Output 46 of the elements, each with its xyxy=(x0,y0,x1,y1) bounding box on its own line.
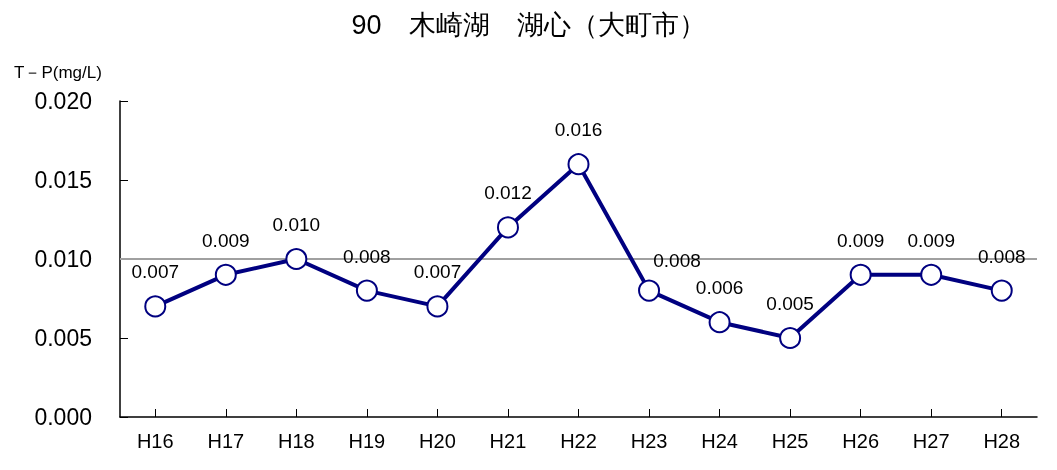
point xyxy=(214,263,237,286)
point xyxy=(920,263,943,286)
data-label: 0.009 xyxy=(202,229,250,251)
y-tick-label: 0.020 xyxy=(34,88,92,114)
x-tick-label: H28 xyxy=(983,430,1021,452)
x-tick-label: H27 xyxy=(912,430,950,452)
x-tick-label: H25 xyxy=(771,430,809,452)
point xyxy=(990,279,1013,302)
data-label: 0.007 xyxy=(413,261,462,283)
x-tick-label: H20 xyxy=(419,430,456,452)
data-label: 0.012 xyxy=(484,182,532,204)
x-tick-label: H22 xyxy=(560,430,597,452)
chart-title: 90 木崎湖 湖心（大町市） xyxy=(351,9,706,40)
point xyxy=(638,279,661,302)
point xyxy=(426,295,449,318)
data-label: 0.008 xyxy=(653,249,701,271)
data-label: 0.008 xyxy=(977,245,1026,267)
point xyxy=(144,295,167,318)
data-label: 0.009 xyxy=(907,229,955,251)
x-tick-label: H24 xyxy=(701,430,738,452)
y-tick-label: 0.015 xyxy=(34,167,92,193)
point xyxy=(496,216,519,239)
y-tick-label: 0.010 xyxy=(34,246,92,272)
point xyxy=(285,248,308,270)
point xyxy=(779,327,802,349)
point xyxy=(355,279,378,302)
x-tick-label: H16 xyxy=(136,430,174,452)
x-tick-label: H18 xyxy=(277,430,315,452)
x-tick-label: H21 xyxy=(489,430,527,452)
x-tick-label: H23 xyxy=(630,430,668,452)
data-label: 0.006 xyxy=(695,277,744,299)
data-label: 0.007 xyxy=(131,261,180,283)
data-label: 0.016 xyxy=(554,119,603,141)
data-label: 0.010 xyxy=(272,214,321,235)
data-label: 0.005 xyxy=(766,293,814,314)
data-label: 0.009 xyxy=(836,229,885,251)
point xyxy=(849,263,872,286)
x-tick-label: H26 xyxy=(842,430,880,452)
x-tick-label: H17 xyxy=(207,430,245,452)
point xyxy=(708,311,731,334)
x-tick-label: H19 xyxy=(348,430,386,452)
y-axis-title: T－P(mg/L) xyxy=(14,63,102,82)
point xyxy=(567,153,590,176)
data-label: 0.008 xyxy=(343,245,391,267)
y-tick-label: 0.000 xyxy=(34,404,92,430)
y-tick-label: 0.005 xyxy=(34,325,92,351)
